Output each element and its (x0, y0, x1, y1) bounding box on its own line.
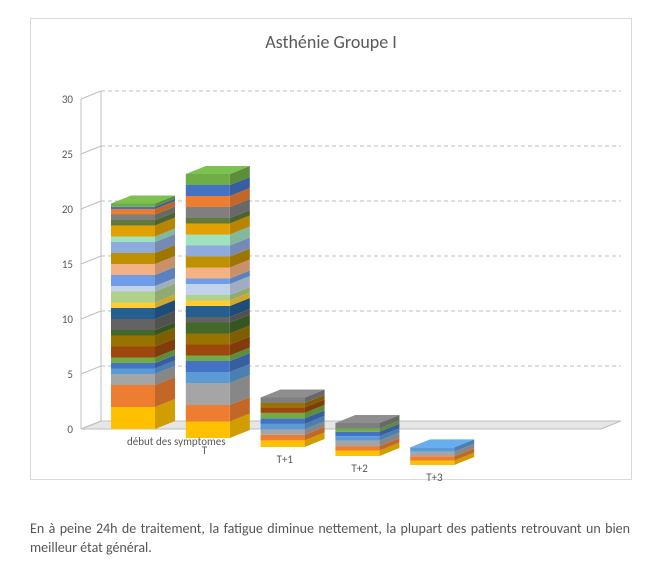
bar-T+2 (335, 415, 399, 456)
caption-text: En à peine 24h de traitement, la fatigue… (30, 520, 630, 558)
bar-T (186, 166, 250, 438)
chart-svg: 051015202530T+3T+2T+1Tdébut des symptome… (31, 59, 631, 469)
x-category-label: T+1 (277, 453, 294, 466)
y-tick-label: 30 (62, 93, 74, 106)
bar-T+3 (410, 439, 474, 465)
x-category-label: début des symptomes (127, 435, 226, 448)
y-tick-label: 0 (67, 423, 73, 436)
y-tick-label: 25 (62, 148, 73, 161)
y-tick-label: 15 (62, 258, 73, 271)
x-category-label: T+2 (351, 462, 368, 475)
x-category-label: T+3 (426, 471, 443, 484)
chart-title: Asthénie Groupe I (31, 31, 631, 53)
bar-T+1 (261, 390, 325, 448)
plot-area: 051015202530T+3T+2T+1Tdébut des symptome… (31, 59, 631, 469)
y-tick-label: 5 (67, 368, 73, 381)
bar-début des symptomes (111, 196, 175, 430)
y-tick-label: 20 (62, 203, 74, 216)
chart-frame: Asthénie Groupe I 051015202530T+3T+2T+1T… (30, 18, 632, 480)
y-tick-label: 10 (62, 313, 74, 326)
